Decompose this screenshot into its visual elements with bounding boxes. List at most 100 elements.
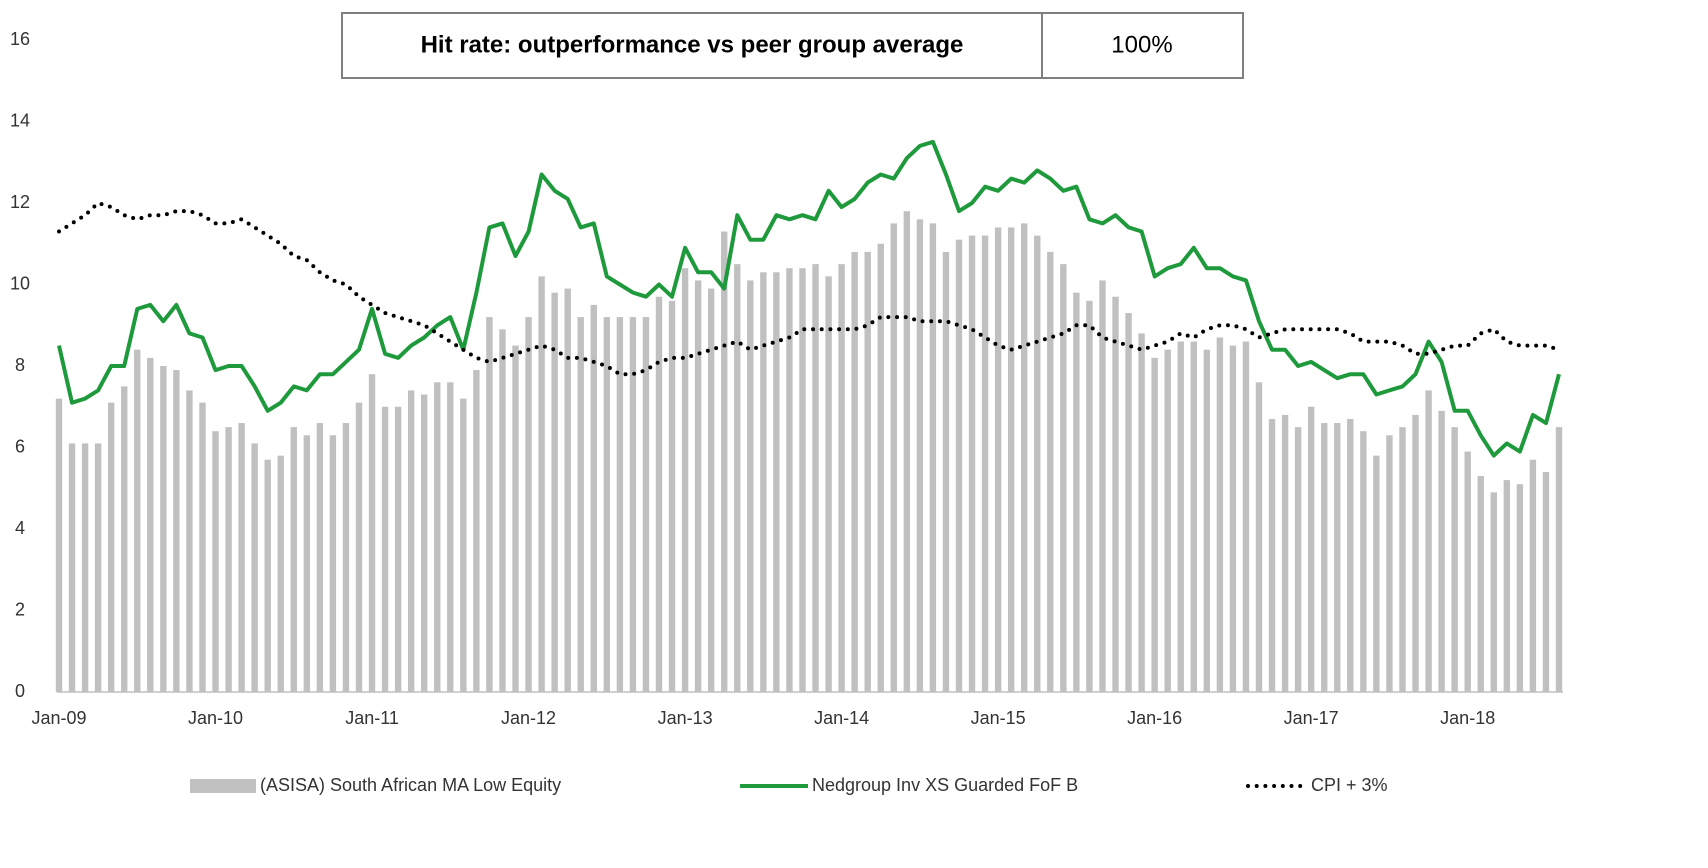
bar (603, 317, 611, 692)
bar (903, 211, 911, 692)
y-tick-label: 14 (10, 110, 30, 130)
bar (316, 423, 324, 692)
bar (512, 345, 519, 692)
bar (238, 423, 245, 692)
bar (551, 292, 558, 692)
bar (629, 317, 637, 692)
bar (799, 268, 806, 692)
y-tick-label: 8 (15, 355, 25, 375)
bar (199, 402, 206, 692)
bar (55, 398, 63, 692)
bar (668, 300, 676, 692)
bar (290, 427, 297, 692)
bar (994, 227, 1002, 692)
bar (747, 280, 754, 692)
x-tick-label: Jan-09 (31, 708, 86, 728)
bar (434, 382, 441, 692)
bar (107, 402, 115, 692)
bar (1268, 418, 1276, 692)
bar (1399, 427, 1406, 692)
bar (94, 443, 102, 692)
legend-label: Nedgroup Inv XS Guarded FoF B (812, 775, 1078, 795)
x-tick-label: Jan-14 (814, 708, 869, 728)
bar (355, 402, 363, 692)
bar (538, 276, 545, 692)
bar (955, 239, 963, 693)
bar (564, 288, 571, 692)
y-tick-label: 0 (15, 681, 25, 701)
bar (173, 370, 180, 692)
bar (968, 235, 976, 692)
bar (525, 317, 532, 692)
bar (486, 317, 493, 692)
bar (121, 386, 128, 692)
bar (1021, 223, 1028, 692)
legend-swatch (190, 779, 256, 793)
line (57, 200, 1561, 377)
x-tick-label: Jan-17 (1284, 708, 1339, 728)
bar (760, 272, 767, 692)
bar (394, 406, 402, 692)
bar (681, 268, 689, 692)
bar (825, 276, 832, 692)
bar (368, 374, 376, 692)
bar (225, 427, 232, 692)
bar (251, 443, 258, 692)
bar (1529, 459, 1537, 692)
x-tick-label: Jan-13 (658, 708, 713, 728)
bar (460, 398, 467, 692)
bar (277, 455, 284, 692)
bar (160, 366, 167, 692)
y-tick-label: 16 (10, 29, 30, 49)
bar (655, 296, 663, 692)
hit-rate-label: Hit rate: outperformance vs peer group a… (421, 31, 964, 58)
bar (1360, 431, 1367, 692)
bar (447, 382, 454, 692)
bar (1151, 357, 1158, 692)
bar (1229, 345, 1237, 692)
bar (1047, 251, 1054, 692)
bar (1177, 341, 1184, 692)
bar (1373, 455, 1380, 692)
bar (890, 223, 897, 692)
y-tick-label: 12 (10, 192, 30, 212)
bar (773, 272, 780, 692)
bar (694, 280, 702, 692)
bar (851, 251, 858, 692)
bar (877, 243, 884, 692)
bar (1034, 235, 1041, 692)
bar (1007, 227, 1015, 692)
bar (407, 390, 415, 692)
bar (212, 431, 219, 692)
bar (342, 423, 350, 692)
bar (1073, 292, 1080, 692)
bar (329, 435, 337, 692)
x-tick-label: Jan-15 (971, 708, 1026, 728)
bar (1412, 414, 1419, 692)
bar (1255, 382, 1263, 692)
bar (734, 264, 741, 692)
bar (1307, 406, 1315, 692)
bar (942, 251, 950, 692)
bar (1294, 427, 1302, 692)
bar (1542, 471, 1550, 692)
bar (1164, 349, 1171, 692)
hit-rate-box (341, 12, 1244, 79)
bar (1281, 414, 1289, 692)
hit-rate-value: 100% (1111, 31, 1172, 58)
bar (1216, 337, 1224, 692)
bar (577, 317, 584, 692)
line (57, 139, 1561, 458)
legend-label: (ASISA) South African MA Low Equity (260, 775, 561, 795)
bar (1516, 484, 1524, 692)
bar (1099, 280, 1106, 692)
bar (1321, 423, 1328, 692)
y-tick-label: 10 (10, 273, 30, 293)
bar (1503, 480, 1511, 692)
x-tick-label: Jan-18 (1440, 708, 1495, 728)
bar (590, 304, 597, 692)
bar (1138, 333, 1145, 692)
bar (786, 268, 793, 692)
